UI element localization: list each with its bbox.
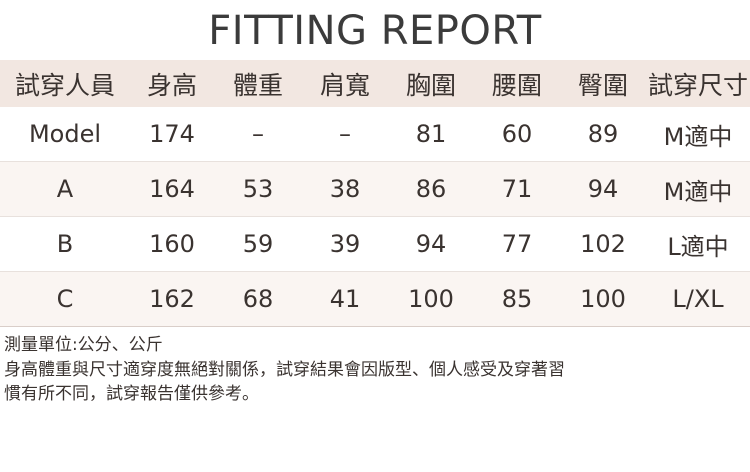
table-row: Model 174 – – 81 60 89 M適中 (0, 107, 750, 162)
cell-size: L適中 (646, 216, 750, 272)
cell-hip: 89 (560, 107, 646, 162)
cell-person: C (0, 271, 130, 327)
cell-person: A (0, 161, 130, 217)
cell-height: 164 (130, 161, 214, 217)
cell-bust: 94 (388, 216, 474, 272)
cell-weight: 53 (214, 161, 302, 217)
cell-bust: 81 (388, 107, 474, 162)
cell-weight: 59 (214, 216, 302, 272)
cell-height: 160 (130, 216, 214, 272)
fitting-report-table: 試穿人員 身高 體重 肩寬 胸圍 腰圍 臀圍 試穿尺寸 Model 174 – … (0, 60, 750, 327)
column-header-person: 試穿人員 (0, 60, 130, 107)
column-header-hip: 臀圍 (560, 60, 646, 107)
table-row: C 162 68 41 100 85 100 L/XL (0, 271, 750, 327)
cell-person: Model (0, 107, 130, 162)
cell-shoulder: 38 (302, 161, 388, 217)
cell-hip: 102 (560, 216, 646, 272)
footnote-units: 測量單位:公分、公斤 (4, 335, 163, 355)
cell-shoulder: 41 (302, 271, 388, 327)
cell-size: M適中 (646, 107, 750, 162)
column-header-height: 身高 (130, 60, 214, 107)
cell-waist: 85 (474, 271, 560, 327)
cell-height: 162 (130, 271, 214, 327)
column-header-size: 試穿尺寸 (646, 60, 750, 107)
cell-weight: – (214, 107, 302, 162)
column-header-bust: 胸圍 (388, 60, 474, 107)
footnotes: 測量單位:公分、公斤 身高體重與尺寸適穿度無絕對關係，試穿結果會因版型、個人感受… (0, 327, 750, 407)
cell-shoulder: 39 (302, 216, 388, 272)
cell-size: M適中 (646, 161, 750, 217)
cell-bust: 100 (388, 271, 474, 327)
cell-bust: 86 (388, 161, 474, 217)
cell-height: 174 (130, 107, 214, 162)
page-title: FITTING REPORT (208, 8, 542, 54)
table-body: Model 174 – – 81 60 89 M適中 A 164 53 38 8… (0, 107, 750, 327)
cell-weight: 68 (214, 271, 302, 327)
column-header-weight: 體重 (214, 60, 302, 107)
cell-waist: 71 (474, 161, 560, 217)
table-header: 試穿人員 身高 體重 肩寬 胸圍 腰圍 臀圍 試穿尺寸 (0, 60, 750, 107)
table-row: B 160 59 39 94 77 102 L適中 (0, 216, 750, 272)
footnote-disclaimer-line1: 身高體重與尺寸適穿度無絕對關係，試穿結果會因版型、個人感受及穿著習 (4, 359, 565, 380)
table-header-row: 試穿人員 身高 體重 肩寬 胸圍 腰圍 臀圍 試穿尺寸 (0, 60, 750, 107)
column-header-shoulder: 肩寬 (302, 60, 388, 107)
table-row: A 164 53 38 86 71 94 M適中 (0, 161, 750, 217)
cell-size: L/XL (646, 271, 750, 327)
cell-hip: 94 (560, 161, 646, 217)
cell-shoulder: – (302, 107, 388, 162)
footnote-disclaimer-line2: 慣有所不同，試穿報告僅供參考。 (4, 384, 259, 405)
cell-waist: 77 (474, 216, 560, 272)
cell-person: B (0, 216, 130, 272)
cell-hip: 100 (560, 271, 646, 327)
column-header-waist: 腰圍 (474, 60, 560, 107)
cell-waist: 60 (474, 107, 560, 162)
